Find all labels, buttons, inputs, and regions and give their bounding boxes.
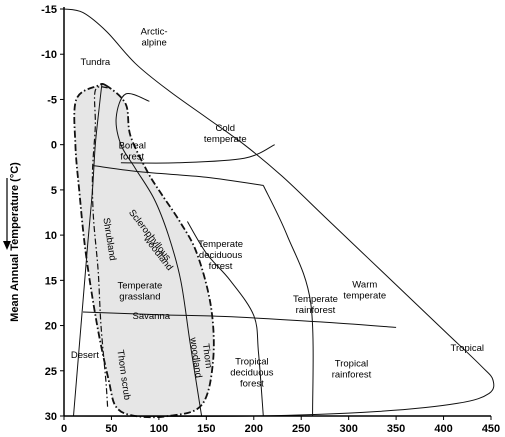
biome-boundary <box>82 311 397 328</box>
biome-label: Tropical deciduous forest <box>230 356 274 389</box>
x-tick-label: 300 <box>339 423 357 435</box>
biome-label: Savanna <box>133 311 171 322</box>
y-tick-label: 15 <box>45 275 57 287</box>
biome-label: Temperate deciduous forest <box>198 239 243 272</box>
x-tick-label: 400 <box>434 423 452 435</box>
biome-label: Boreal forest <box>119 140 146 162</box>
y-tick-label: -10 <box>41 49 57 61</box>
biome-label: Tropical rainforest <box>332 358 372 380</box>
down-arrow-icon <box>3 178 11 250</box>
x-tick-label: 100 <box>150 423 168 435</box>
x-tick-label: 150 <box>197 423 215 435</box>
y-tick-label: -5 <box>47 94 57 106</box>
dashdot-boundary <box>91 86 109 408</box>
biome-label: Temperate grassland <box>117 280 162 302</box>
shaded-region <box>73 83 215 419</box>
biome-label: Tundra <box>80 57 110 68</box>
y-axis-label: Mean Annual Temperature (°C) <box>9 162 21 322</box>
y-tick-label: 0 <box>51 140 57 152</box>
x-tick-label: 0 <box>61 423 67 435</box>
biome-label: Arctic-alpine <box>141 26 168 48</box>
outer-envelope <box>63 8 495 417</box>
y-tick-label: 20 <box>45 321 57 333</box>
biome-boundary <box>92 165 264 186</box>
biome-boundary <box>186 221 264 417</box>
plot-area <box>63 8 495 419</box>
biome-boundary <box>262 185 314 417</box>
biome-label: Temperate rainforest <box>293 294 338 316</box>
x-tick-label: 350 <box>387 423 405 435</box>
biome-label-rotated: Thorn <box>200 343 214 369</box>
biome-boundary <box>115 92 203 417</box>
biome-label: Tropical <box>451 343 484 354</box>
y-tick-label: -15 <box>41 4 57 16</box>
biome-boundary <box>120 144 275 164</box>
x-tick-label: 450 <box>482 423 500 435</box>
biome-label: Warm temperate <box>343 280 386 302</box>
y-tick-label: 25 <box>45 366 57 378</box>
axes: 0 50 100 150 200 250 300 350 400 450 -15 -10 -5 0 5 10 1… <box>41 4 500 435</box>
x-tick-label: 250 <box>292 423 310 435</box>
biome-label: Desert <box>71 350 99 361</box>
y-tick-label: 5 <box>51 185 57 197</box>
x-tick-label: 50 <box>105 423 117 435</box>
y-tick-label: 10 <box>45 230 57 242</box>
biome-label: Cold temperate <box>204 123 247 145</box>
biome-boundary <box>73 83 103 417</box>
y-tick-label: 30 <box>45 411 57 423</box>
x-tick-label: 200 <box>245 423 263 435</box>
